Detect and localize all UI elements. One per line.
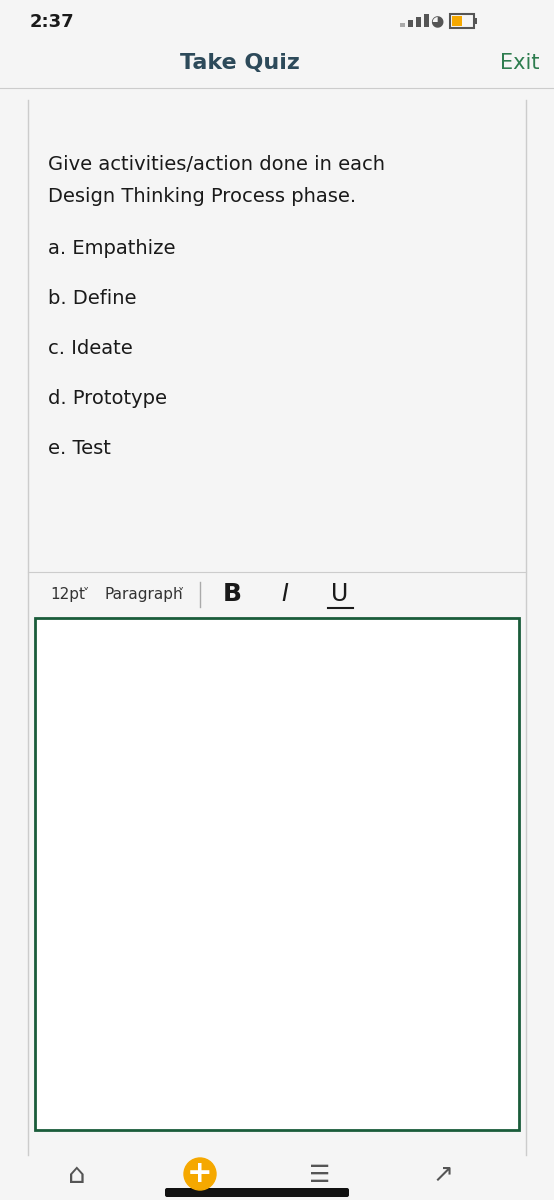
Text: 12pt: 12pt xyxy=(50,587,85,601)
FancyBboxPatch shape xyxy=(165,1188,349,1198)
Text: 2:37: 2:37 xyxy=(30,13,75,31)
Text: ˅: ˅ xyxy=(178,588,184,600)
FancyBboxPatch shape xyxy=(400,23,405,26)
Text: Take Quiz: Take Quiz xyxy=(180,53,300,73)
Text: Exit: Exit xyxy=(500,53,540,73)
Text: ↗: ↗ xyxy=(433,1163,454,1187)
Text: Paragraph: Paragraph xyxy=(105,587,183,601)
Text: B: B xyxy=(223,582,242,606)
Text: Give activities/action done in each: Give activities/action done in each xyxy=(48,156,385,174)
FancyBboxPatch shape xyxy=(416,17,421,26)
FancyBboxPatch shape xyxy=(408,20,413,26)
Text: I: I xyxy=(281,582,289,606)
Text: Design Thinking Process phase.: Design Thinking Process phase. xyxy=(48,187,356,206)
Text: d. Prototype: d. Prototype xyxy=(48,389,167,408)
FancyBboxPatch shape xyxy=(424,14,429,26)
Circle shape xyxy=(184,1158,216,1190)
FancyBboxPatch shape xyxy=(35,618,519,1130)
Text: ˅: ˅ xyxy=(83,588,89,600)
Text: ◕: ◕ xyxy=(430,14,444,30)
Text: ⌂: ⌂ xyxy=(68,1162,86,1189)
Text: ☰: ☰ xyxy=(310,1163,331,1187)
Text: b. Define: b. Define xyxy=(48,288,136,307)
FancyBboxPatch shape xyxy=(452,16,462,26)
FancyBboxPatch shape xyxy=(474,18,477,24)
FancyBboxPatch shape xyxy=(0,1154,554,1200)
Text: +: + xyxy=(187,1159,213,1188)
Text: a. Empathize: a. Empathize xyxy=(48,239,176,258)
Text: U: U xyxy=(331,582,348,606)
Text: e. Test: e. Test xyxy=(48,438,111,457)
Text: c. Ideate: c. Ideate xyxy=(48,338,133,358)
